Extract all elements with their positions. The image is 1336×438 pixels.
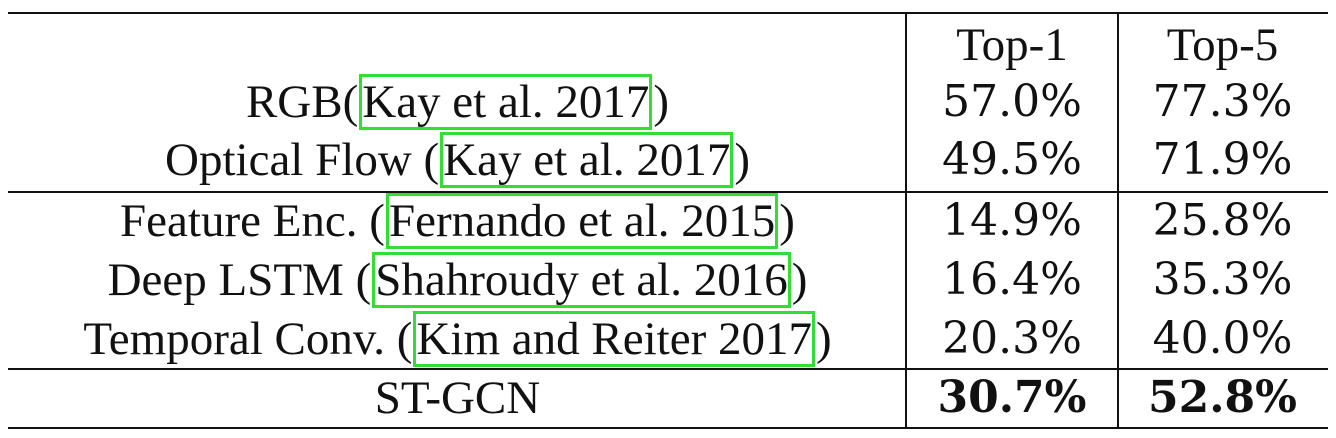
column-divider-1: [905, 12, 907, 429]
citation-link[interactable]: Kim and Reiter 2017: [413, 311, 815, 367]
top1-value: 20.3%: [942, 313, 1082, 364]
close-paren: ): [653, 76, 670, 128]
top5-value: 25.8%: [1152, 195, 1293, 246]
method-name: Temporal Conv. (: [83, 313, 413, 365]
column-divider-2: [1117, 12, 1119, 429]
top1-value: 30.7%: [937, 372, 1087, 423]
method-cell: Optical Flow (Kay et al. 2017): [10, 131, 905, 189]
method-cell: Feature Enc. (Fernando et al. 2015): [10, 192, 905, 250]
close-paren: ): [815, 313, 832, 365]
method-cell: Deep LSTM (Shahroudy et al. 2016): [10, 251, 905, 309]
group-rule-1: [8, 191, 1328, 193]
top5-value: 71.9%: [1152, 134, 1293, 185]
header-method: [10, 16, 905, 74]
bottom-rule: [8, 427, 1328, 429]
close-paren: ): [791, 254, 808, 306]
top-rule: [8, 12, 1328, 14]
top5-value: 52.8%: [1148, 372, 1297, 423]
method-name: Deep LSTM (: [107, 254, 372, 306]
top1-value: 14.9%: [942, 195, 1082, 246]
header-top1: Top-1: [956, 19, 1068, 71]
header-top5: Top-5: [1166, 19, 1279, 71]
method-name: Optical Flow (: [165, 134, 440, 186]
method-name: RGB(: [245, 76, 359, 128]
close-paren: ): [734, 134, 750, 186]
top1-value: 57.0%: [942, 76, 1082, 127]
method-name: Feature Enc. (: [120, 195, 385, 247]
method-cell: Temporal Conv. (Kim and Reiter 2017): [10, 310, 905, 368]
top1-value: 49.5%: [942, 134, 1082, 185]
citation-link[interactable]: Kay et al. 2017: [440, 132, 734, 188]
citation-link[interactable]: Kay et al. 2017: [359, 74, 653, 130]
top5-value: 35.3%: [1152, 254, 1293, 305]
top1-value: 16.4%: [942, 254, 1082, 305]
top5-value: 77.3%: [1152, 76, 1293, 127]
method-cell: RGB(Kay et al. 2017): [10, 73, 905, 131]
citation-link[interactable]: Shahroudy et al. 2016: [372, 252, 791, 308]
method-name: ST-GCN: [374, 372, 541, 424]
close-paren: ): [779, 195, 795, 247]
top5-value: 40.0%: [1152, 313, 1293, 364]
method-cell: ST-GCN: [10, 369, 905, 427]
group-rule-2: [8, 368, 1328, 370]
citation-link[interactable]: Fernando et al. 2015: [385, 193, 779, 249]
